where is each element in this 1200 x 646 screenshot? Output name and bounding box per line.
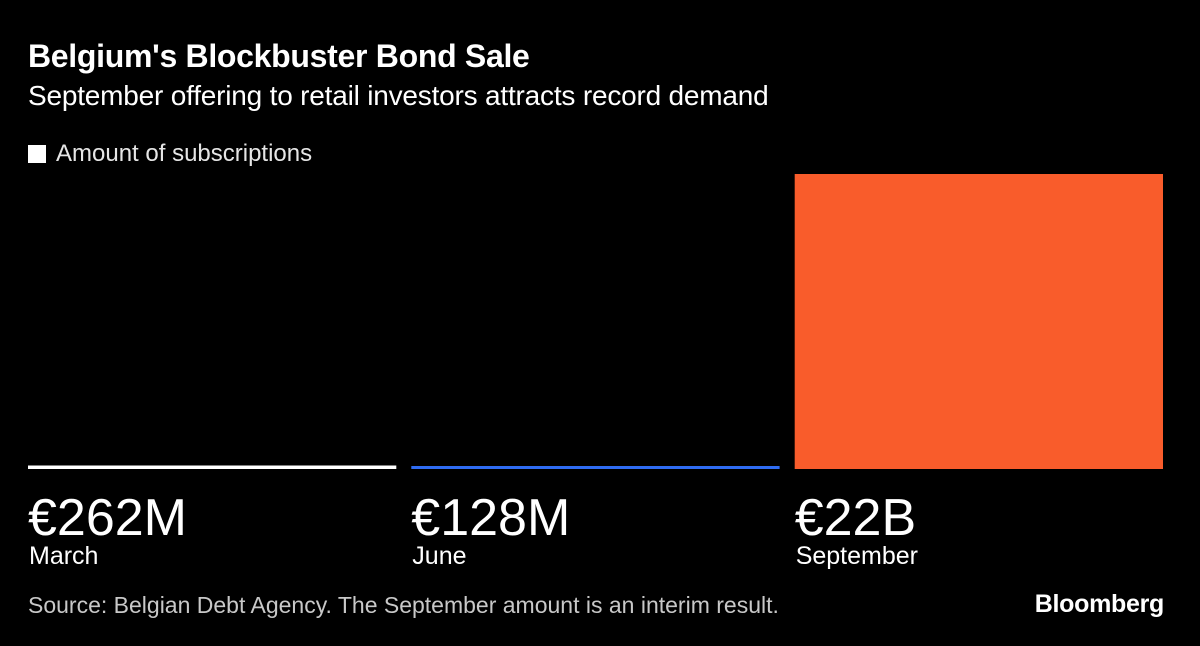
legend: Amount of subscriptions (28, 140, 313, 167)
category-label-march: March (29, 542, 98, 570)
bloomberg-logo: Bloomberg (1034, 590, 1165, 618)
chart-subtitle: September offering to retail investors a… (28, 80, 769, 111)
legend-swatch (28, 145, 46, 163)
chart-title: Belgium's Blockbuster Bond Sale (28, 38, 530, 74)
value-label-september: €22B (795, 489, 916, 547)
category-label-june: June (412, 542, 466, 570)
legend-label: Amount of subscriptions (56, 140, 313, 167)
source-note: Source: Belgian Debt Agency. The Septemb… (28, 592, 779, 618)
category-label-september: September (796, 542, 918, 570)
value-label-march: €262M (28, 489, 187, 547)
bar-september (794, 174, 1163, 469)
bar-june (411, 466, 780, 469)
value-label-june: €128M (411, 489, 570, 547)
bar-march (28, 465, 397, 469)
